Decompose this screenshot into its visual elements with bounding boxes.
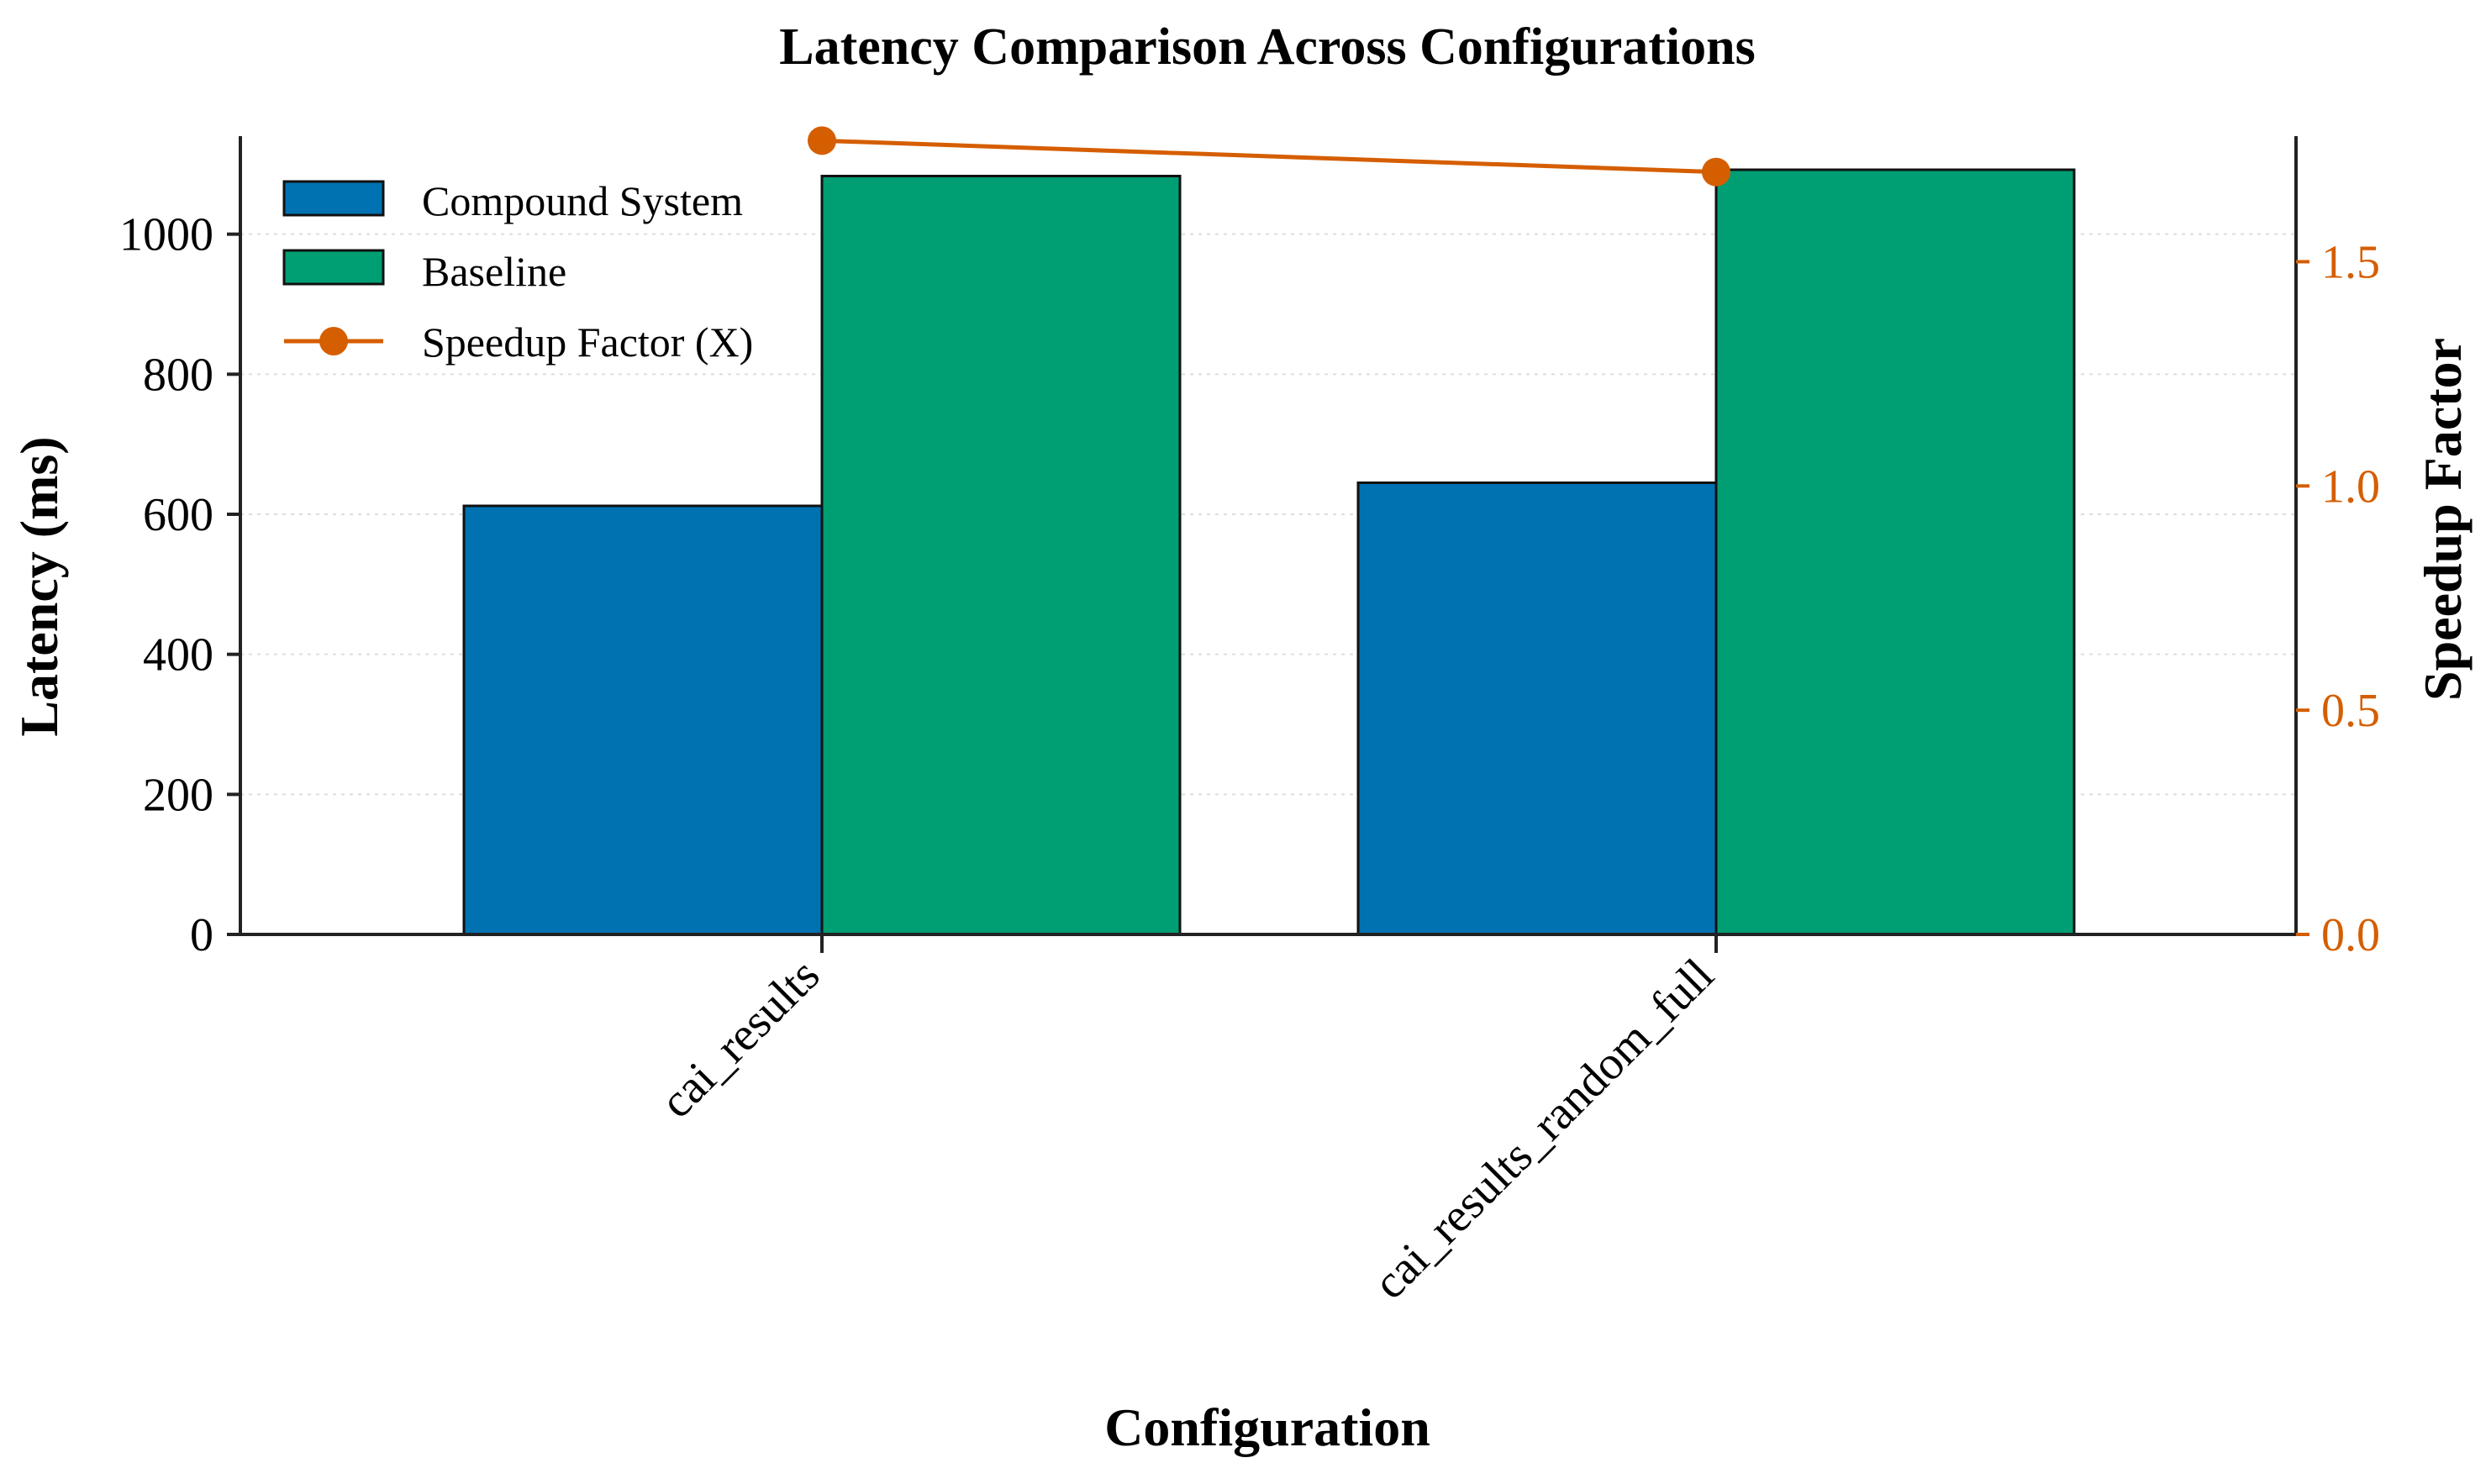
legend-label-speedup: Speedup Factor (X) (422, 318, 753, 366)
y-ticks: 0 200 400 600 800 1000 (119, 209, 240, 961)
y-axis-label: Latency (ms) (9, 436, 69, 736)
legend-marker-speedup (319, 327, 348, 355)
y2-ticks: 0.0 0.5 1.0 1.5 (2296, 236, 2380, 961)
legend-label-baseline: Baseline (422, 248, 566, 295)
speedup-line (821, 138, 1717, 175)
speedup-line-group (808, 126, 1730, 187)
y-tick-label: 400 (143, 629, 213, 681)
y-tick-label: 200 (143, 769, 213, 821)
speedup-point-1 (1702, 157, 1730, 187)
y2-tick-label: 1.5 (2321, 236, 2380, 288)
grid-lines (240, 233, 2296, 796)
legend-swatch-compound-system (282, 180, 385, 217)
x-axis-label: Configuration (1104, 1397, 1430, 1457)
y2-axis-label: Speedup Factor (2413, 338, 2473, 701)
legend: Compound System Baseline Speedup Factor … (282, 177, 753, 366)
y-tick-label: 800 (143, 349, 213, 401)
y2-tick-label: 0.5 (2321, 685, 2380, 737)
bar-baseline-1 (1714, 168, 2076, 936)
bar-compound-system-0 (462, 504, 824, 936)
chart-title: Latency Comparison Across Configurations (779, 18, 1755, 76)
y2-tick-label: 0.0 (2321, 909, 2380, 961)
legend-swatch-baseline (282, 249, 385, 286)
y2-tick-label: 1.0 (2321, 460, 2380, 513)
y-tick-label: 1000 (119, 209, 213, 261)
legend-label-compound-system: Compound System (422, 177, 743, 224)
speedup-point-0 (808, 126, 836, 155)
y-tick-label: 600 (143, 489, 213, 541)
bars-group (462, 168, 2076, 936)
y-tick-label: 0 (190, 909, 213, 961)
axes-group (239, 136, 2298, 936)
bar-compound-system-1 (1356, 482, 1718, 936)
bar-baseline-0 (820, 175, 1182, 936)
